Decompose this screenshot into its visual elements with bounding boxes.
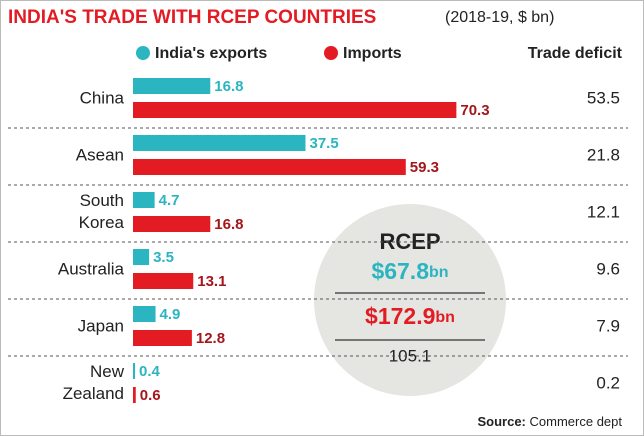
value-label: 4.7 <box>159 192 180 209</box>
source-text: Commerce dept <box>530 414 623 429</box>
value-label: 0.6 <box>140 387 161 404</box>
category-label: Asean <box>76 145 124 164</box>
bar <box>133 159 406 175</box>
value-label: 0.4 <box>139 363 161 380</box>
source: Source: Commerce dept <box>477 414 622 429</box>
bar <box>133 216 211 232</box>
value-label: 12.8 <box>196 330 225 347</box>
source-label: Source: <box>477 414 525 429</box>
legend-swatch <box>136 46 150 60</box>
value-label: 13.1 <box>197 273 226 290</box>
column-header: Trade deficit <box>528 45 623 62</box>
bar <box>133 330 192 346</box>
value-label: 70.3 <box>460 102 489 119</box>
summary-circle <box>314 204 506 396</box>
value-label: 16.8 <box>214 78 243 95</box>
summary-imports-value: $172.9 <box>365 303 435 329</box>
category-label: South Korea <box>79 191 125 232</box>
legend-label: India's exports <box>155 45 267 62</box>
category-label: Australia <box>58 259 125 278</box>
value-label: 37.5 <box>310 135 339 152</box>
bar <box>133 102 457 118</box>
rcep-summary: RCEP $67.8bn $172.9bn 105.1 <box>314 204 506 396</box>
bar <box>133 78 211 94</box>
bar <box>133 363 135 379</box>
value-label: 4.9 <box>160 306 181 323</box>
summary-unit: bn <box>435 309 455 326</box>
category-label: Japan <box>78 316 124 335</box>
deficit-value: 0.2 <box>596 373 620 392</box>
category-label: China <box>80 88 125 107</box>
category-label: New Zealand <box>63 362 125 403</box>
legend-label: Imports <box>343 45 402 62</box>
bar <box>133 387 136 403</box>
summary-exports: $67.8bn <box>371 258 448 284</box>
bar <box>133 135 306 151</box>
bar <box>133 306 156 322</box>
bar <box>133 249 150 265</box>
chart-subtitle: (2018-19, $ bn) <box>445 9 554 26</box>
summary-title: RCEP <box>379 229 440 254</box>
summary-exports-value: $67.8 <box>371 258 429 284</box>
bar <box>133 192 155 208</box>
deficit-value: 12.1 <box>587 202 620 221</box>
value-label: 16.8 <box>214 216 243 233</box>
bar <box>133 273 194 289</box>
chart-title: INDIA'S TRADE WITH RCEP COUNTRIES <box>8 7 376 28</box>
legend-swatch <box>324 46 338 60</box>
value-label: 59.3 <box>410 159 439 176</box>
value-label: 3.5 <box>153 249 174 266</box>
deficit-value: 9.6 <box>596 259 620 278</box>
deficit-value: 53.5 <box>587 88 620 107</box>
deficit-value: 7.9 <box>596 316 620 335</box>
summary-unit: bn <box>429 264 449 281</box>
summary-imports: $172.9bn <box>365 303 455 329</box>
deficit-value: 21.8 <box>587 145 620 164</box>
